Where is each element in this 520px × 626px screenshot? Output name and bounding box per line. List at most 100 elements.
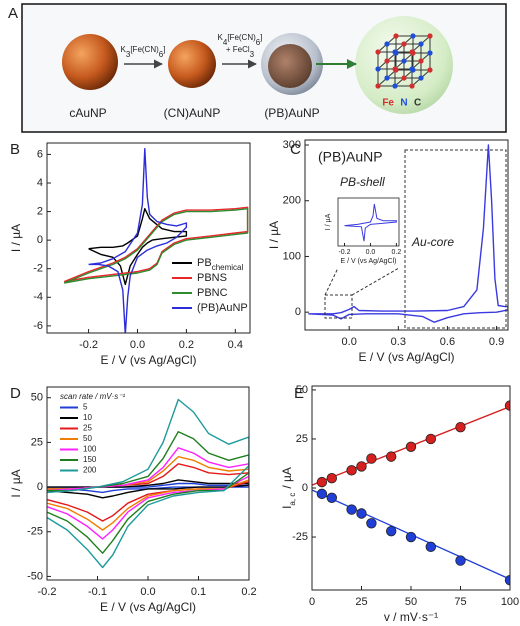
lattice-atom (409, 66, 415, 72)
point (386, 525, 397, 537)
panel: E 0 25 50 75 100 -25 0 25 50 v / mV·s⁻¹ Ia, c / µA (280, 384, 519, 624)
x-axis-label: E / V (vs Ag/AgCl) (100, 353, 196, 367)
legend-label: 100 (83, 445, 97, 454)
point (425, 433, 437, 445)
annotation: PB-shell (340, 175, 385, 189)
plot-area (308, 144, 508, 323)
legend-name: PB (197, 257, 212, 269)
scheme: A K3[Fe(CN)6] K4[Fe(CN)6] + FeCl3 cAuNP … (8, 3, 507, 133)
particle-label: (CN)AuNP (164, 106, 221, 120)
panel: B -0.2 0.0 0.2 0.4 -6 -4 -2 0 2 4 6 E / V (vs Ag/AgC… (9, 141, 251, 367)
series-line (47, 456, 249, 531)
point (346, 465, 357, 476)
y-tick-label: 50 (31, 392, 43, 404)
panel-label: B (10, 141, 20, 158)
legend-label: PBchemical (197, 257, 243, 272)
plot-area (47, 398, 249, 569)
series-line (47, 431, 249, 554)
lattice-atom (393, 33, 399, 39)
y-tick-label: 4 (37, 177, 43, 189)
lattice-atom (418, 41, 424, 47)
x-tick-label: 0.6 (440, 336, 455, 348)
inset-x-tick-label: 0.2 (392, 249, 402, 256)
series-line (88, 148, 188, 333)
lattice-atom (384, 58, 390, 64)
x-tick-label: -0.1 (88, 586, 107, 598)
panel-label: E (294, 385, 304, 402)
lattice-atom (384, 41, 390, 47)
legend-label: 150 (83, 455, 97, 464)
series-line (88, 208, 188, 286)
legend-label: 5 (83, 403, 88, 412)
text-part: ] (163, 45, 165, 54)
point (356, 508, 367, 519)
lattice-atom (427, 33, 433, 39)
y-tick-label: 0 (37, 234, 43, 246)
legend-name: 150 (83, 455, 97, 464)
plot-area (63, 148, 249, 333)
point (366, 518, 377, 529)
point (356, 461, 367, 472)
subscript: 3 (126, 50, 131, 59)
x-tick-label: 50 (405, 596, 417, 608)
y-tick-label: 0 (302, 482, 308, 494)
point (326, 472, 338, 484)
x-tick-label: 0.4 (228, 339, 243, 351)
particle-label: cAuNP (69, 106, 106, 120)
inset-line (344, 203, 397, 242)
x-tick-label: -0.2 (79, 339, 98, 351)
x-tick-label: 0.9 (489, 336, 504, 348)
y-axis-label: I / µA (9, 469, 23, 497)
plot-frame (304, 139, 509, 331)
lattice-atom (375, 49, 381, 55)
plot-frame (311, 385, 511, 591)
series-line (47, 482, 249, 494)
annotation: (PB)AuNP (318, 149, 383, 165)
particle-core (268, 44, 312, 88)
point (455, 555, 466, 566)
y-tick-label: 2 (37, 205, 43, 217)
series-line (47, 447, 249, 540)
legend-name: 100 (83, 445, 97, 454)
legend-name: 50 (83, 434, 92, 443)
legend-name: 25 (83, 424, 92, 433)
x-tick-label: 0.0 (130, 339, 145, 351)
point (316, 488, 328, 500)
x-tick-label: 0 (309, 596, 315, 608)
particle-label: (PB)AuNP (264, 106, 319, 120)
x-axis-label: E / V (vs Ag/AgCl) (358, 350, 454, 364)
x-axis-label: E / V (vs Ag/AgCl) (100, 600, 196, 614)
panel-label: D (10, 385, 21, 402)
y-tick-label: -2 (33, 263, 43, 275)
series-line (47, 398, 249, 569)
lattice-atom (427, 50, 433, 56)
y-tick-label: -4 (33, 291, 43, 303)
series-line (47, 463, 249, 522)
reagent: + FeCl3 (226, 45, 255, 59)
particle (168, 40, 216, 88)
x-tick-label: 25 (355, 596, 367, 608)
y-tick-label: 6 (37, 148, 43, 160)
point (366, 453, 377, 464)
y-axis-label-text: I / µA (9, 469, 23, 497)
inset-y-label: I / µA (325, 213, 332, 230)
subscript: 3 (250, 50, 255, 59)
reagent: K4[Fe(CN)6] (218, 33, 263, 47)
lattice-atom (409, 49, 415, 55)
y-axis-label-text: I (280, 506, 294, 509)
series-line (308, 144, 508, 323)
y-tick-label: 0 (295, 306, 301, 318)
point (326, 492, 338, 504)
x-tick-label: 0.0 (140, 586, 155, 598)
y-tick-label: 100 (283, 250, 301, 262)
legend-label: 10 (83, 413, 92, 422)
text-part: K (218, 33, 224, 42)
atom-label: Fe (382, 98, 394, 109)
lattice-atom (410, 33, 416, 39)
x-axis-label: v / mV·s⁻¹ (384, 610, 438, 624)
lattice-atom (409, 83, 415, 89)
atom-label: N (400, 98, 407, 109)
y-axis-label-text: I / µA (267, 221, 281, 249)
legend-name: 200 (83, 466, 97, 475)
legend-title: scan rate / mV·s⁻¹ (60, 392, 125, 401)
